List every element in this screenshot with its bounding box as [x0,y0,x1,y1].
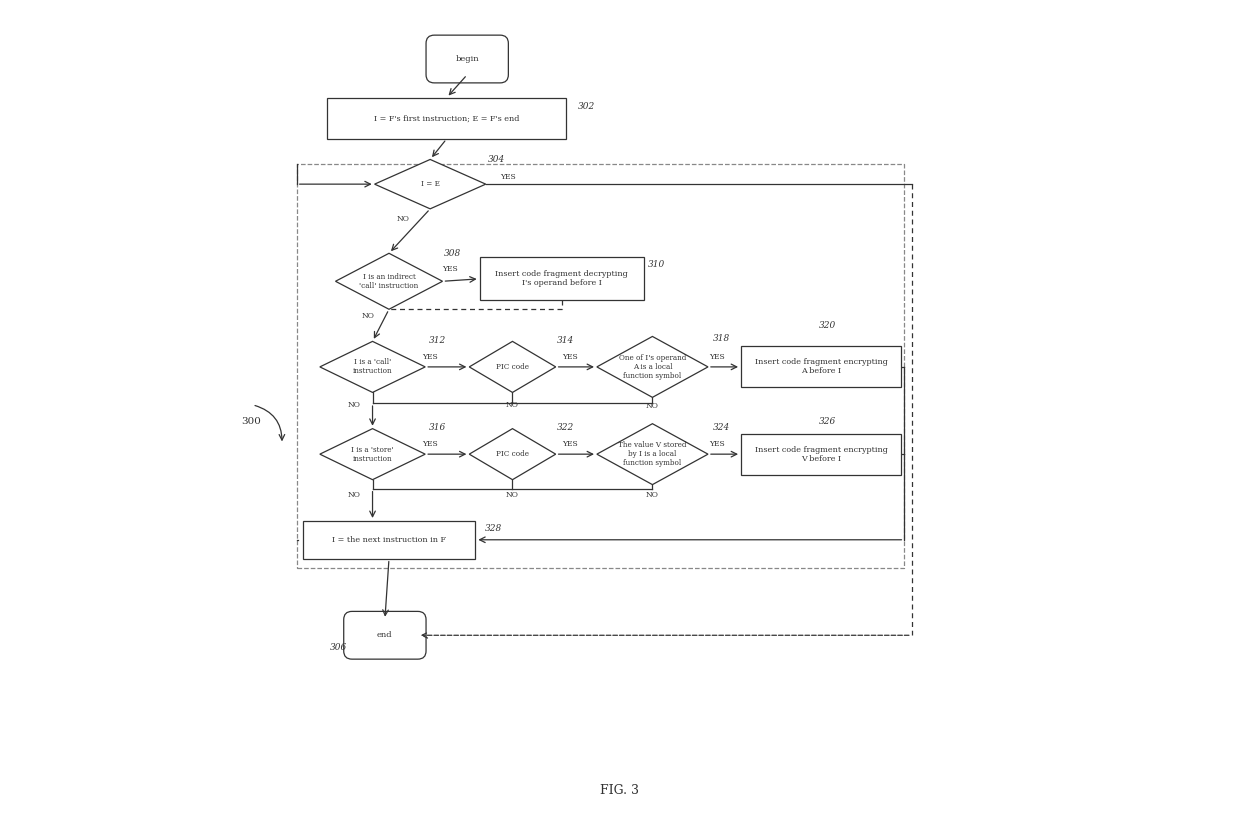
Bar [302,521,476,558]
Polygon shape [336,254,442,309]
Text: Insert code fragment encrypting
A before I: Insert code fragment encrypting A before… [755,358,887,376]
Bar [297,164,904,567]
Text: 314: 314 [558,336,574,345]
FancyBboxPatch shape [426,36,508,83]
Text: 306: 306 [330,643,347,652]
Text: YES: YES [709,440,725,449]
Text: I = E: I = E [421,180,440,188]
Text: 312: 312 [429,336,446,345]
Text: 320: 320 [819,321,836,330]
Text: NO: NO [348,401,361,409]
Text: Insert code fragment decrypting
I's operand before I: Insert code fragment decrypting I's oper… [496,270,628,287]
Text: Insert code fragment encrypting
V before I: Insert code fragment encrypting V before… [755,445,887,463]
Text: YES: YES [442,265,457,273]
Text: 322: 322 [558,423,574,432]
Text: I is a 'call'
instruction: I is a 'call' instruction [353,358,393,376]
Text: YES: YES [563,353,577,361]
Text: 326: 326 [819,417,836,425]
Text: I is an indirect
'call' instruction: I is an indirect 'call' instruction [359,273,419,290]
Text: NO: NO [348,491,361,500]
Text: NO: NO [646,402,659,411]
Text: One of I's operand
A is a local
function symbol: One of I's operand A is a local function… [618,354,686,380]
Bar [741,346,902,387]
Text: 324: 324 [714,423,731,432]
Text: 302: 302 [579,102,596,112]
Text: NO: NO [396,215,409,223]
Polygon shape [470,429,556,480]
Text: end: end [377,631,393,639]
Text: NO: NO [362,312,375,320]
Text: YES: YES [563,440,577,449]
Text: YES: YES [422,440,439,449]
Polygon shape [597,336,707,397]
Text: NO: NO [506,491,519,500]
Text: NO: NO [506,401,519,409]
Bar [741,434,902,475]
Text: YES: YES [709,353,725,361]
Text: 300: 300 [240,417,260,425]
Text: I is a 'store'
instruction: I is a 'store' instruction [351,445,394,463]
Text: 316: 316 [429,423,446,432]
Polygon shape [374,159,486,209]
FancyBboxPatch shape [343,611,426,659]
Text: YES: YES [501,173,517,181]
Text: The value V stored
by I is a local
function symbol: The value V stored by I is a local funct… [618,441,686,468]
Text: I = the next instruction in F: I = the next instruction in F [332,536,446,544]
Text: 318: 318 [714,334,731,343]
Text: I = F's first instruction; E = F's end: I = F's first instruction; E = F's end [374,114,519,122]
Bar [479,258,644,300]
Polygon shape [320,341,425,392]
Text: begin: begin [456,55,479,63]
Polygon shape [470,341,556,392]
Text: NO: NO [646,491,659,500]
Polygon shape [320,429,425,480]
Text: 304: 304 [488,155,506,164]
Text: FIG. 3: FIG. 3 [600,784,639,796]
Text: 310: 310 [648,260,665,269]
Text: PIC code: PIC code [496,450,529,458]
Text: YES: YES [422,353,439,361]
Polygon shape [597,424,707,485]
Text: PIC code: PIC code [496,363,529,371]
Text: 308: 308 [444,249,461,258]
Bar [327,97,566,139]
Text: 328: 328 [484,524,502,533]
